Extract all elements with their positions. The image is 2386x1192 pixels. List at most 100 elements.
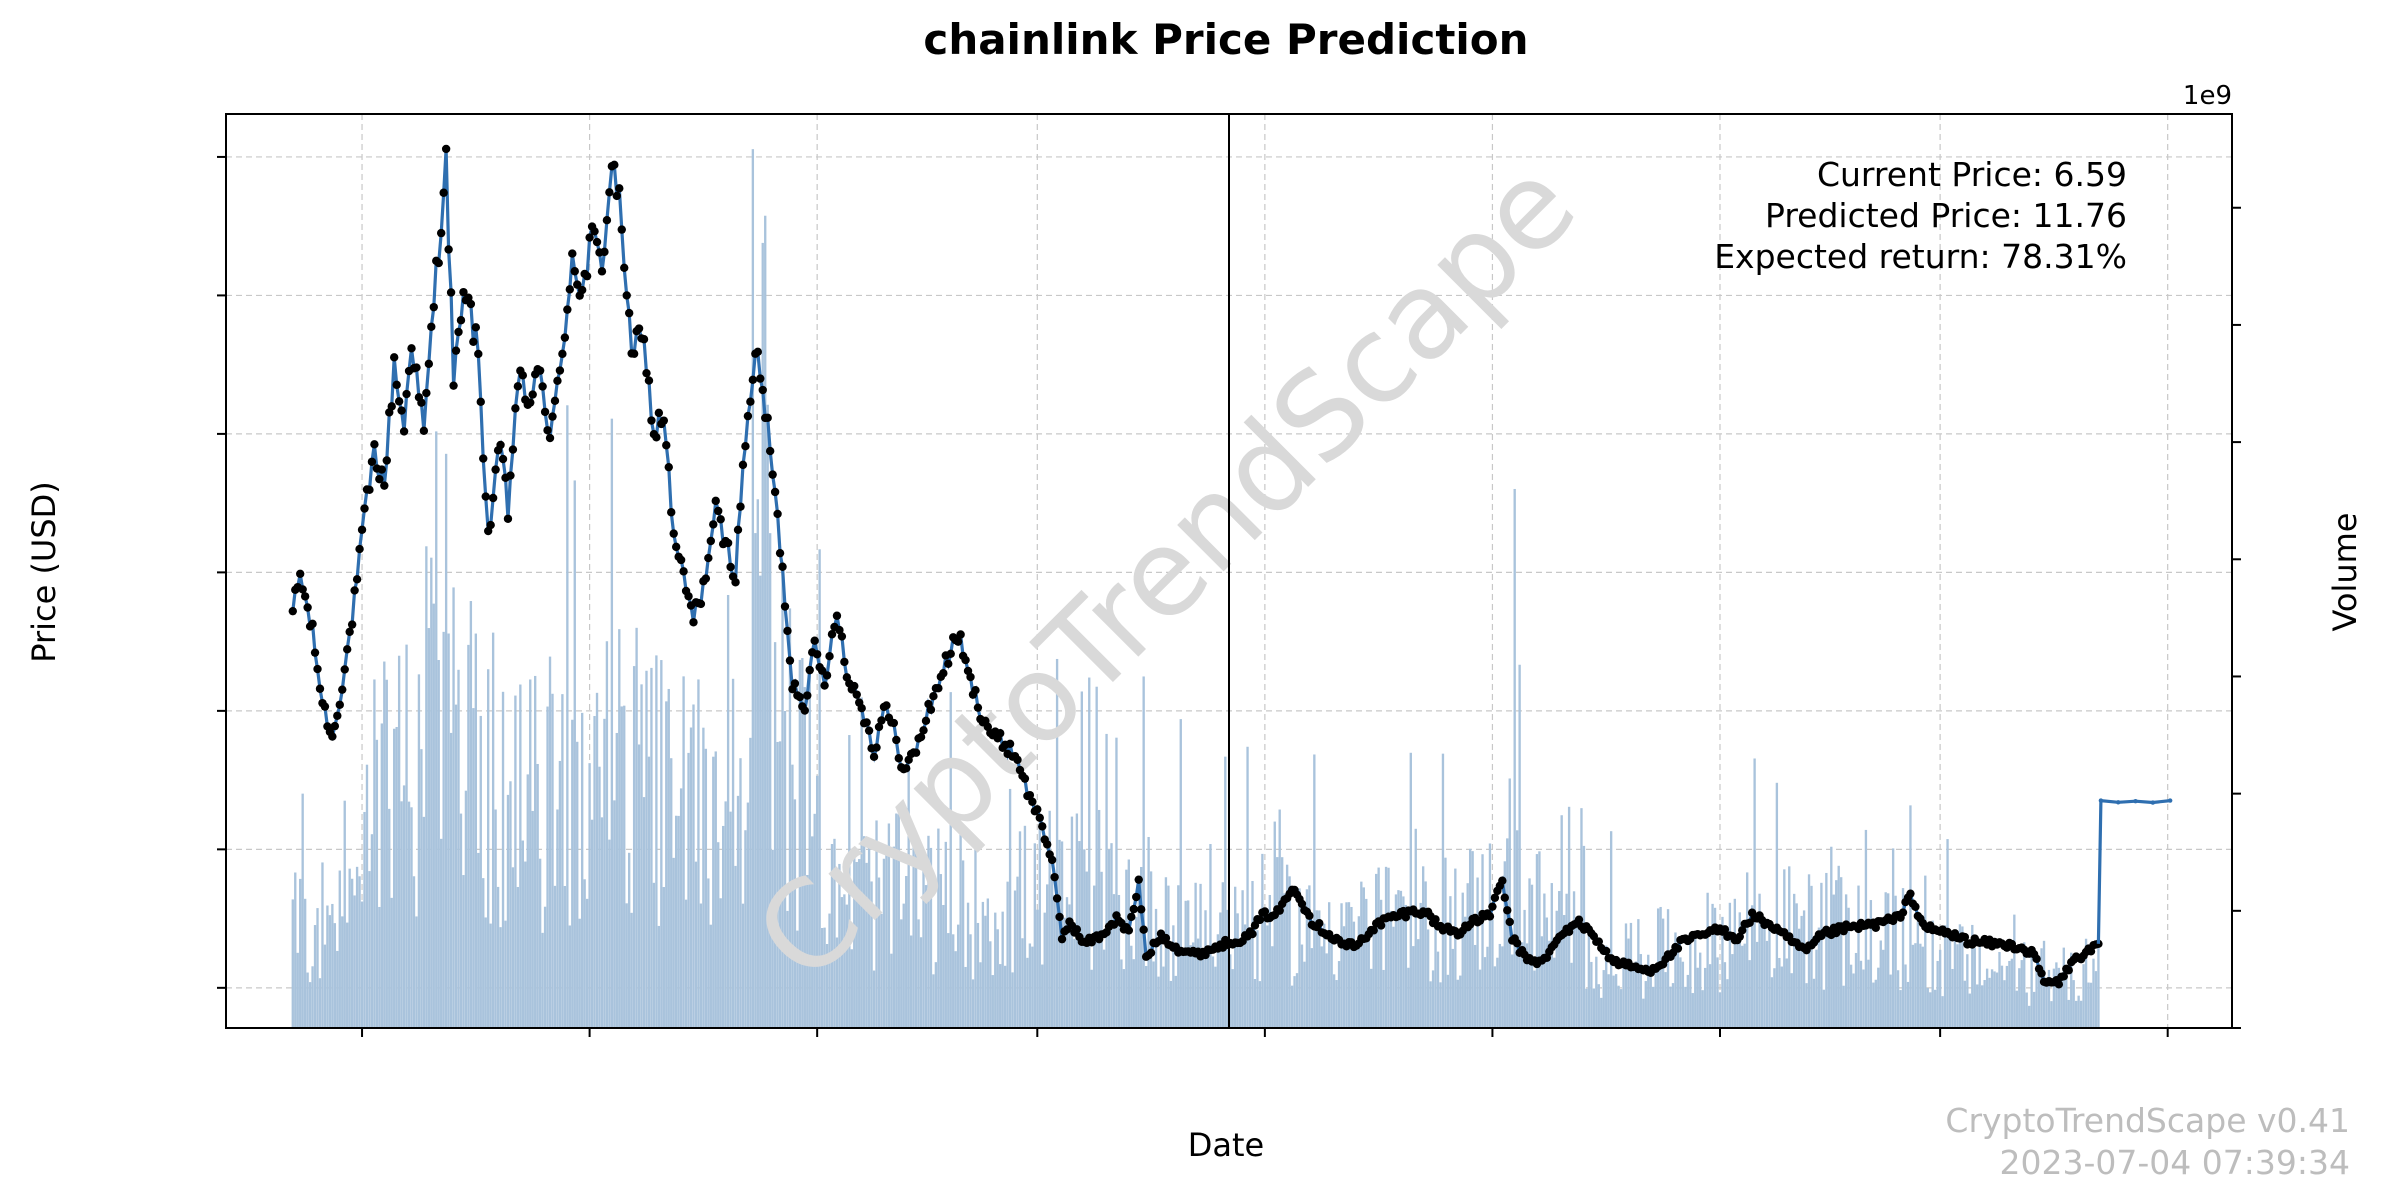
price-marker	[738, 460, 748, 470]
volume-bar	[731, 678, 735, 1028]
price-marker	[375, 474, 384, 484]
volume-bar	[410, 807, 413, 1028]
price-marker	[1028, 797, 1037, 806]
volume-bar	[316, 908, 319, 1028]
volume-bar	[1671, 983, 1675, 1028]
volume-bar	[1110, 843, 1113, 1028]
volume-bar	[1627, 938, 1630, 1028]
volume-bar	[1159, 934, 1163, 1028]
price-marker	[476, 397, 485, 407]
price-marker	[916, 732, 926, 742]
volume-bar	[1713, 907, 1717, 1028]
volume-bar	[702, 727, 705, 1028]
price-marker	[582, 271, 592, 281]
volume-bar	[1167, 885, 1170, 1028]
volume-bar	[1342, 926, 1346, 1028]
volume-bar	[1048, 810, 1051, 1028]
price-marker	[765, 446, 775, 456]
volume-bar	[1778, 957, 1781, 1028]
volume-bar	[1600, 997, 1603, 1028]
volume-bar	[1637, 919, 1640, 1028]
price-marker	[620, 263, 629, 272]
plot-frame-right	[1228, 113, 2233, 1029]
volume-bar	[333, 923, 337, 1028]
volume-bar	[1570, 962, 1573, 1028]
price-marker	[892, 735, 901, 745]
prediction-marker	[2116, 800, 2121, 805]
volume-bar	[1548, 940, 1551, 1028]
volume-bar	[1647, 954, 1650, 1028]
volume-bar	[1607, 974, 1610, 1028]
price-marker	[446, 288, 456, 297]
price-marker	[1248, 929, 1257, 939]
volume-bar	[1496, 957, 1499, 1028]
volume-bar	[1731, 954, 1734, 1028]
volume-bar	[880, 913, 883, 1028]
volume-bar	[402, 785, 406, 1028]
volume-bar	[655, 655, 658, 1028]
price-marker	[340, 665, 349, 674]
volume-bar	[1023, 825, 1027, 1028]
volume-bar	[672, 857, 675, 1028]
volume-bar	[1127, 859, 1130, 1028]
volume-bar	[1436, 951, 1440, 1028]
volume-bar	[1738, 912, 1741, 1028]
volume-bar	[1258, 981, 1262, 1028]
price-marker	[565, 285, 575, 294]
volume-bar	[1550, 883, 1553, 1028]
volume-bar	[373, 679, 376, 1028]
volume-bar	[712, 756, 715, 1028]
price-marker	[971, 685, 980, 695]
price-marker	[2032, 954, 2041, 964]
volume-bar	[1310, 948, 1314, 1028]
volume-bar	[1995, 972, 1999, 1028]
y-axis	[217, 155, 226, 989]
volume-bar	[1545, 917, 1549, 1028]
volume-bar	[405, 644, 408, 1028]
price-marker	[610, 160, 619, 170]
price-marker	[889, 718, 899, 728]
volume-bar	[1238, 947, 1242, 1028]
volume-bar	[1921, 946, 1924, 1028]
price-marker	[511, 404, 520, 413]
volume-bar	[803, 687, 806, 1028]
volume-bar	[1733, 898, 1737, 1028]
price-marker	[662, 441, 671, 450]
volume-bar	[1760, 923, 1764, 1028]
volume-bar	[1172, 925, 1175, 1028]
volume-bar	[585, 898, 589, 1028]
volume-bar	[1211, 956, 1215, 1028]
volume-bar	[2035, 970, 2038, 1028]
volume-bar	[1562, 915, 1566, 1028]
volume-bar	[828, 913, 831, 1028]
volume-bar	[1043, 912, 1046, 1028]
price-marker	[2064, 966, 2073, 975]
volume-bar	[1162, 966, 1165, 1028]
volume-bar	[1464, 916, 1467, 1028]
volume-bar	[1961, 926, 1964, 1028]
volume-bar	[736, 795, 740, 1028]
volume-bar	[637, 744, 641, 1028]
price-marker	[714, 506, 723, 516]
volume-bar	[751, 149, 755, 1029]
volume-bar	[608, 839, 611, 1028]
volume-bar	[1877, 967, 1880, 1028]
volume-bar	[1399, 890, 1403, 1028]
volume-bar	[1164, 877, 1168, 1028]
volume-bar	[576, 741, 579, 1028]
volume-bar	[1649, 976, 1652, 1028]
price-marker	[711, 496, 720, 506]
volume-bar	[815, 775, 819, 1028]
price-marker	[1255, 915, 1265, 925]
prediction-marker	[2098, 798, 2104, 803]
volume-bar	[583, 879, 586, 1028]
volume-bar	[1365, 898, 1368, 1028]
price-marker	[862, 718, 871, 727]
price-series	[288, 144, 2103, 989]
volume-bar	[823, 927, 826, 1028]
price-marker	[946, 649, 955, 658]
volume-bar	[855, 861, 858, 1028]
volume-bar	[1711, 903, 1714, 1028]
volume-bar	[603, 718, 606, 1028]
volume-bar	[744, 830, 747, 1028]
